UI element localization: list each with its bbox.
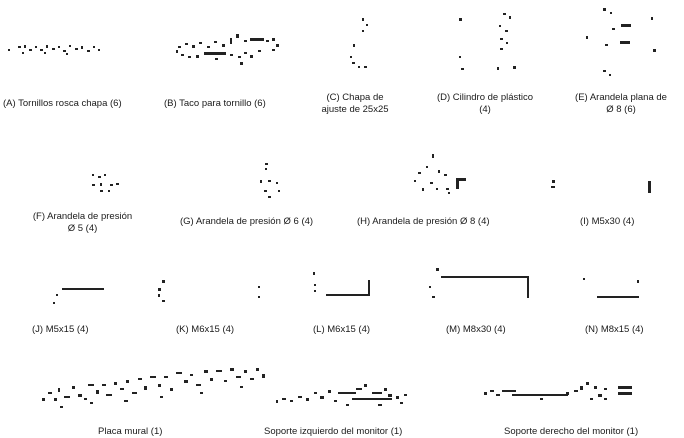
part-g-label: (G) Arandela de presión Ø 6 (4) bbox=[180, 216, 314, 227]
part-f-label: (F) Arandela de presión Ø 5 (4) bbox=[15, 211, 150, 235]
part-i-label: (I) M5x30 (4) bbox=[580, 216, 635, 227]
wall-plate-label: Placa mural (1) bbox=[98, 426, 163, 437]
part-d-label: (D) Cilindro de plástico (4) bbox=[420, 92, 550, 116]
part-e-line2: Ø 8 (6) bbox=[606, 104, 636, 115]
part-c-line1: (C) Chapa de bbox=[326, 92, 384, 103]
part-l-label: (L) M6x15 (4) bbox=[313, 324, 371, 335]
right-bracket-label: Soporte derecho del monitor (1) bbox=[504, 426, 639, 437]
part-e-line1: (E) Arandela plana de bbox=[575, 92, 667, 103]
part-b-label: (B) Taco para tornillo (6) bbox=[164, 98, 266, 109]
part-f-line1: (F) Arandela de presión bbox=[32, 211, 133, 222]
part-a-label: (A) Tornillos rosca chapa (6) bbox=[3, 98, 122, 109]
part-d-line1: (D) Cilindro de plástico bbox=[436, 92, 534, 103]
part-c-label: (C) Chapa de ajuste de 25x25 bbox=[310, 92, 400, 116]
part-n-label: (N) M8x15 (4) bbox=[585, 324, 644, 335]
part-e-label: (E) Arandela plana de Ø 8 (6) bbox=[560, 92, 682, 116]
part-k-label: (K) M6x15 (4) bbox=[176, 324, 235, 335]
part-j-label: (J) M5x15 (4) bbox=[32, 324, 89, 335]
left-bracket-label: Soporte izquierdo del monitor (1) bbox=[264, 426, 403, 437]
part-f-line2: Ø 5 (4) bbox=[67, 223, 98, 234]
part-d-line2: (4) bbox=[479, 104, 491, 115]
part-h-label: (H) Arandela de presión Ø 8 (4) bbox=[357, 216, 490, 227]
part-m-label: (M) M8x30 (4) bbox=[446, 324, 506, 335]
part-c-line2: ajuste de 25x25 bbox=[321, 104, 389, 115]
